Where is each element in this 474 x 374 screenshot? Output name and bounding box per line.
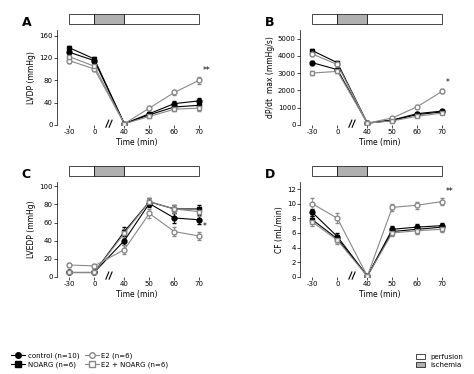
Y-axis label: dP/dt  max (mmHg/s): dP/dt max (mmHg/s) (266, 36, 275, 118)
Y-axis label: LVEDP (mmHg): LVEDP (mmHg) (27, 200, 36, 258)
Legend: perfusion, ischemia: perfusion, ischemia (413, 351, 466, 371)
Bar (94, 166, 124, 176)
Bar (69, 166, 94, 176)
Bar (312, 166, 337, 176)
Text: *: * (202, 221, 206, 230)
X-axis label: Time (min): Time (min) (359, 138, 401, 147)
Text: B: B (264, 16, 274, 29)
Text: **: ** (445, 187, 453, 196)
Bar (367, 166, 442, 176)
X-axis label: Time (min): Time (min) (359, 290, 401, 299)
Y-axis label: CF (mL/min): CF (mL/min) (275, 206, 284, 253)
Bar (337, 166, 367, 176)
Text: A: A (22, 16, 31, 29)
X-axis label: Time (min): Time (min) (116, 138, 157, 147)
Text: *: * (445, 78, 449, 87)
X-axis label: Time (min): Time (min) (116, 290, 157, 299)
Bar (94, 14, 124, 24)
Text: D: D (264, 168, 275, 181)
Bar (312, 14, 337, 24)
Bar (337, 14, 367, 24)
Bar (367, 14, 442, 24)
Bar (124, 14, 199, 24)
Text: C: C (22, 168, 31, 181)
Y-axis label: LVDP (mmHg): LVDP (mmHg) (27, 51, 36, 104)
Legend: control (n=10), NOARG (n=6), E2 (n=6), E2 + NOARG (n=6): control (n=10), NOARG (n=6), E2 (n=6), E… (8, 350, 171, 371)
Text: **: ** (202, 66, 210, 75)
Bar (124, 166, 199, 176)
Bar (69, 14, 94, 24)
